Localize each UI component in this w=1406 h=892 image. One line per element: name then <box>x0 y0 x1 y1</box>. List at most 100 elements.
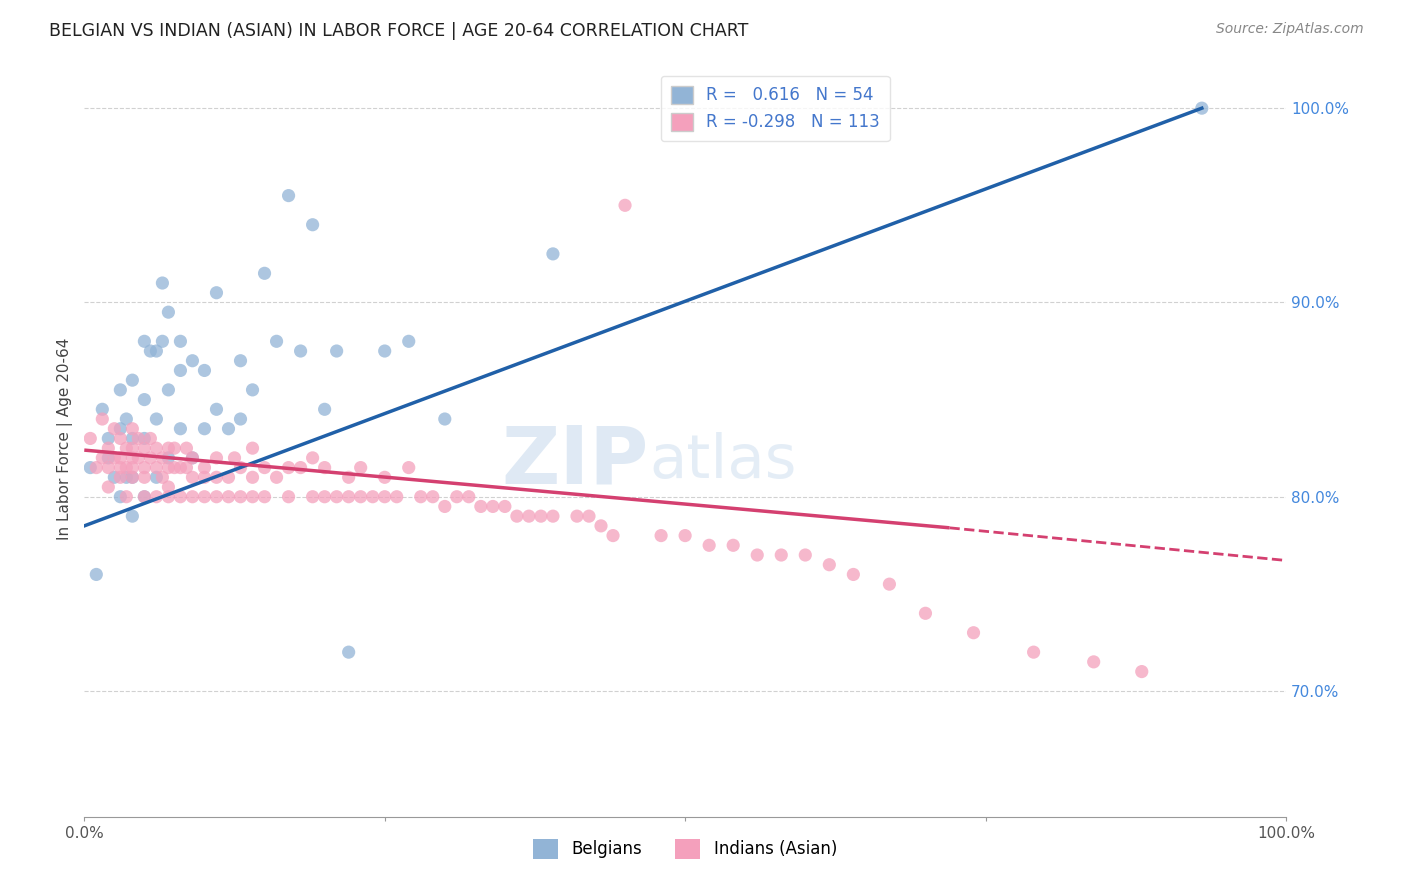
Point <box>1130 665 1153 679</box>
Point <box>589 519 612 533</box>
Point <box>614 198 637 212</box>
Point <box>97 441 120 455</box>
Point <box>181 490 204 504</box>
Point <box>110 460 132 475</box>
Point <box>169 363 191 377</box>
Point <box>914 607 936 621</box>
Point <box>301 490 323 504</box>
Point <box>337 470 360 484</box>
Point <box>115 470 138 484</box>
Point <box>578 509 600 524</box>
Point <box>337 645 360 659</box>
Point <box>103 450 125 465</box>
Point <box>181 450 204 465</box>
Point <box>134 334 156 349</box>
Point <box>97 460 120 475</box>
Point <box>205 490 228 504</box>
Point <box>541 247 564 261</box>
Point <box>301 218 323 232</box>
Point <box>145 344 167 359</box>
Point <box>1191 101 1213 115</box>
Point <box>242 490 264 504</box>
Point <box>253 490 276 504</box>
Point <box>163 441 186 455</box>
Point <box>84 460 107 475</box>
Point <box>121 441 143 455</box>
Point <box>91 412 114 426</box>
Point <box>494 500 516 514</box>
Point <box>229 460 252 475</box>
Point <box>121 422 143 436</box>
Point <box>176 460 198 475</box>
Point <box>673 528 696 542</box>
Point <box>253 460 276 475</box>
Point <box>97 450 120 465</box>
Text: atlas: atlas <box>650 432 797 491</box>
Point <box>193 470 215 484</box>
Point <box>361 490 384 504</box>
Point <box>506 509 529 524</box>
Point <box>157 490 180 504</box>
Point <box>337 490 360 504</box>
Point <box>115 412 138 426</box>
Point <box>103 470 125 484</box>
Point <box>115 490 138 504</box>
Point <box>134 470 156 484</box>
Point <box>565 509 588 524</box>
Point <box>110 383 132 397</box>
Point <box>242 441 264 455</box>
Y-axis label: In Labor Force | Age 20-64: In Labor Force | Age 20-64 <box>58 337 73 540</box>
Point <box>157 383 180 397</box>
Point <box>157 480 180 494</box>
Point <box>176 441 198 455</box>
Point <box>446 490 468 504</box>
Point <box>205 402 228 417</box>
Point <box>79 432 101 446</box>
Point <box>139 450 162 465</box>
Point <box>193 460 215 475</box>
Point <box>266 470 288 484</box>
Point <box>139 344 162 359</box>
Point <box>770 548 793 562</box>
Point <box>121 509 143 524</box>
Point <box>115 460 138 475</box>
Point <box>747 548 769 562</box>
Point <box>433 500 456 514</box>
Point <box>127 432 149 446</box>
Point <box>152 470 174 484</box>
Point <box>1083 655 1105 669</box>
Point <box>152 334 174 349</box>
Point <box>169 460 191 475</box>
Point <box>134 432 156 446</box>
Point <box>121 470 143 484</box>
Point <box>530 509 553 524</box>
Point <box>602 528 624 542</box>
Point <box>157 460 180 475</box>
Point <box>163 460 186 475</box>
Point <box>325 344 347 359</box>
Point <box>157 441 180 455</box>
Point <box>91 450 114 465</box>
Legend: R =   0.616   N = 54, R = -0.298   N = 113: R = 0.616 N = 54, R = -0.298 N = 113 <box>661 76 890 141</box>
Point <box>433 412 456 426</box>
Point <box>134 441 156 455</box>
Point <box>157 450 180 465</box>
Point <box>181 450 204 465</box>
Point <box>127 450 149 465</box>
Point <box>169 422 191 436</box>
Point <box>879 577 901 591</box>
Point <box>205 285 228 300</box>
Point <box>374 344 396 359</box>
Point <box>350 490 373 504</box>
Point <box>314 460 336 475</box>
Point <box>110 422 132 436</box>
Point <box>134 490 156 504</box>
Point <box>517 509 540 524</box>
Point <box>301 450 323 465</box>
Point <box>169 490 191 504</box>
Point <box>110 432 132 446</box>
Point <box>145 412 167 426</box>
Point <box>134 490 156 504</box>
Point <box>290 460 312 475</box>
Text: Source: ZipAtlas.com: Source: ZipAtlas.com <box>1216 22 1364 37</box>
